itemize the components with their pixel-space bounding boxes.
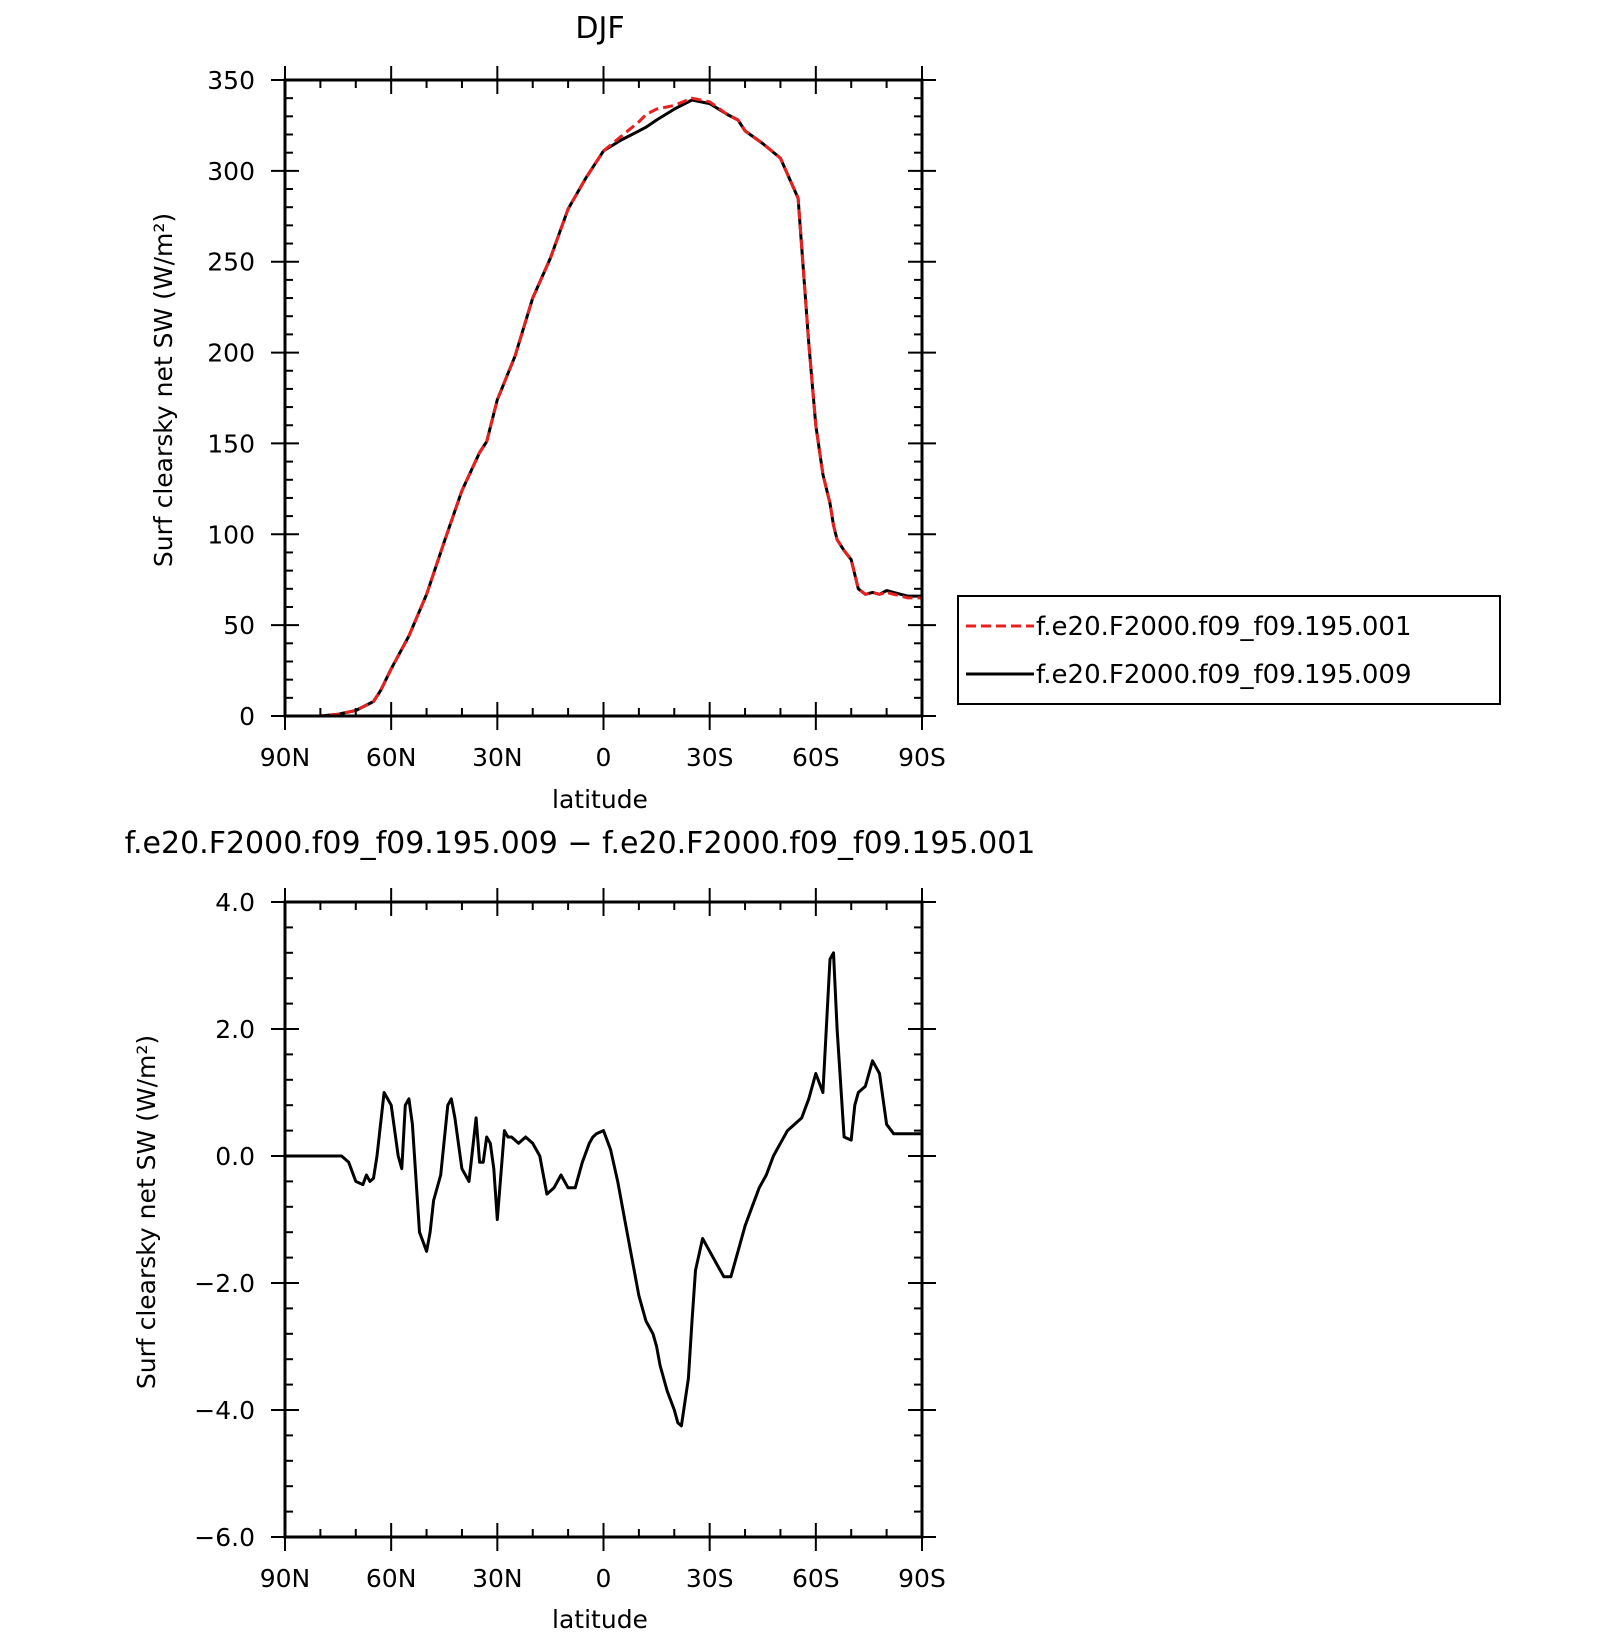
bottom-x-axis-title: latitude — [552, 1605, 648, 1634]
bottom-x-tick-label: 30S — [686, 1564, 734, 1593]
top-chart-title: DJF — [575, 11, 624, 46]
bottom-y-tick-label: −6.0 — [194, 1523, 255, 1552]
legend-label-series-2: f.e20.F2000.f09_f09.195.009 — [1036, 660, 1412, 690]
bottom-plot-frame — [283, 900, 924, 1539]
top-x-tick-label: 90N — [260, 743, 311, 772]
top-plot-area: 90N 60N 30N 0 30S 60S 90S 0 50 100 150 200 250 300 350 — [207, 66, 946, 772]
top-y-tick-label: 250 — [207, 248, 255, 277]
top-y-tick-label: 50 — [223, 611, 255, 640]
top-y-tick-label: 200 — [207, 339, 255, 368]
top-y-axis-title: Surf clearsky net SW (W/m²) — [149, 213, 178, 567]
top-y-tick-label: 350 — [207, 66, 255, 95]
bottom-y-tick-label: 4.0 — [215, 888, 255, 917]
bottom-y-tick-label: −4.0 — [194, 1396, 255, 1425]
top-x-tick-label: 0 — [596, 743, 612, 772]
top-y-tick-label: 300 — [207, 157, 255, 186]
bottom-x-tick-label: 0 — [596, 1564, 612, 1593]
legend-label-series-1: f.e20.F2000.f09_f09.195.001 — [1036, 612, 1412, 642]
bottom-x-tick-label: 90S — [898, 1564, 946, 1593]
bottom-y-tick-label: 0.0 — [215, 1142, 255, 1171]
bottom-x-tick-label: 90N — [260, 1564, 311, 1593]
bottom-y-tick-label: 2.0 — [215, 1015, 255, 1044]
bottom-y-tick-label: −2.0 — [194, 1269, 255, 1298]
top-x-tick-label: 30S — [686, 743, 734, 772]
top-y-tick-label: 150 — [207, 429, 255, 458]
top-chart: DJF 90N 60N 30N 0 30S 60S 90S 0 50 100 150 200 250 30… — [149, 11, 1501, 814]
top-series-1-line — [285, 96, 922, 716]
top-series-group — [285, 96, 922, 716]
bottom-x-tick-label: 30N — [472, 1564, 523, 1593]
top-series-2-line — [285, 98, 922, 716]
bottom-y-axis-title: Surf clearsky net SW (W/m²) — [132, 1035, 161, 1389]
top-x-axis-title: latitude — [552, 785, 648, 814]
bottom-chart-title: f.e20.F2000.f09_f09.195.009 − f.e20.F200… — [125, 826, 1036, 861]
bottom-x-tick-label: 60N — [366, 1564, 417, 1593]
bottom-series-group — [285, 951, 922, 1428]
top-y-tick-label: 100 — [207, 520, 255, 549]
legend-box — [957, 595, 1501, 705]
bottom-x-tick-label: 60S — [792, 1564, 840, 1593]
top-x-tick-label: 60S — [792, 743, 840, 772]
top-x-tick-label: 90S — [898, 743, 946, 772]
bottom-chart: f.e20.F2000.f09_f09.195.009 − f.e20.F200… — [125, 826, 1036, 1634]
top-x-tick-label: 60N — [366, 743, 417, 772]
bottom-plot-area: 90N 60N 30N 0 30S 60S 90S 4.0 2.0 0.0 −2.0 −4.0 −6.0 — [194, 888, 946, 1593]
top-y-tick-label: 0 — [239, 702, 255, 731]
top-x-tick-label: 30N — [472, 743, 523, 772]
legend: f.e20.F2000.f09_f09.195.001 f.e20.F2000.… — [957, 595, 1501, 705]
bottom-series-1-line — [285, 951, 922, 1428]
top-plot-frame — [283, 78, 924, 718]
